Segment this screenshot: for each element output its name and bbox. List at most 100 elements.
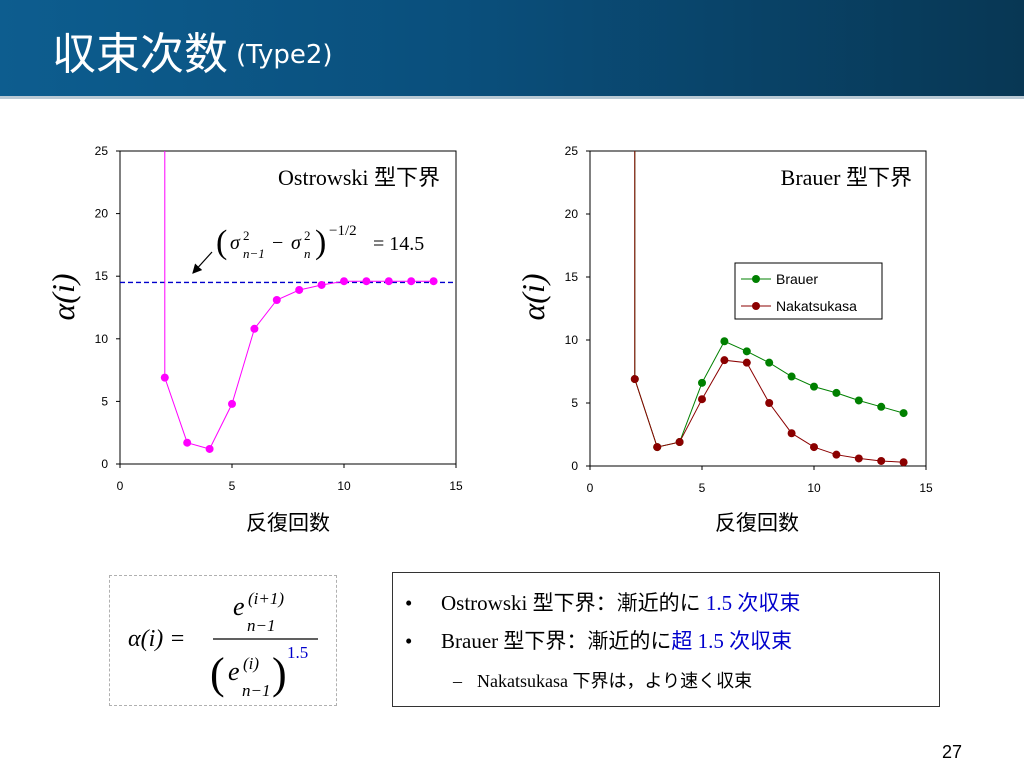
legend-marker-brauer [752, 275, 760, 283]
note-ostrowski-highlight: 1.5 次収束 [705, 591, 801, 615]
nakatsukasa-point [720, 356, 729, 365]
ostrowski-xtick-label: 0 [117, 479, 124, 493]
nakatsukasa-point [854, 454, 863, 463]
brauer-point [877, 402, 886, 411]
brauer-point [742, 347, 751, 356]
note-ostrowski: • Ostrowski 型下界：漸近的に 1.5 次収束 [405, 587, 800, 617]
nakatsukasa-point [877, 456, 886, 465]
formula-den-rparen: ) [272, 649, 287, 698]
brauer-ytick-label: 15 [565, 270, 579, 284]
ostrowski-ytick-label: 10 [95, 332, 109, 346]
ostrowski-axes: 0 5 10 15 20 25 0 5 10 15 [95, 144, 463, 493]
note-nakatsukasa: – Nakatsukasa 下界は，より速く収束 [453, 667, 752, 693]
brauer-ytick-label: 25 [565, 144, 579, 158]
ostrowski-annotation: ( σ 2 n−1 − σ 2 n ) −1/2 = 14.5 [216, 223, 424, 261]
nakatsukasa-point [810, 443, 818, 452]
brauer-ytick-label: 5 [571, 396, 578, 410]
brauer-legend: Brauer Nakatsukasa [734, 262, 883, 320]
annotation-rparen: ) [315, 224, 326, 261]
formula-exponent: 1.5 [287, 643, 308, 662]
annotation-sigma2-sub: n [304, 246, 311, 261]
nakatsukasa-point [698, 395, 706, 404]
legend-label-brauer: Brauer [776, 271, 818, 287]
brauer-chart: 0 5 10 15 20 25 0 5 10 15 Brauer 型下界 Brauer Nakat… [515, 144, 933, 535]
ostrowski-point [228, 399, 236, 408]
legend-frame [734, 262, 883, 320]
brauer-ylabel: α(i) [515, 274, 551, 321]
brauer-point [854, 396, 863, 405]
brauer-ytick-label: 0 [571, 459, 578, 473]
formula-den-lparen: ( [210, 649, 225, 698]
ostrowski-xtick-label: 10 [337, 479, 351, 493]
ostrowski-point [362, 277, 371, 286]
ostrowski-point [160, 373, 169, 382]
nakatsukasa-point [742, 358, 751, 367]
formula-num-sup: (i+1) [248, 589, 284, 608]
brauer-point [787, 372, 796, 381]
legend-marker-nakatsukasa [752, 302, 760, 310]
formula-den-e: e [228, 657, 240, 686]
brauer-point [698, 378, 706, 387]
ostrowski-point [183, 438, 192, 447]
slide-title-main: 収束次数 [52, 29, 228, 80]
nakatsukasa-point [653, 443, 662, 452]
formula-lhs: α(i) = [128, 626, 185, 652]
ostrowski-point [317, 280, 326, 289]
ostrowski-point [429, 277, 438, 286]
ostrowski-point [407, 277, 416, 286]
legend-label-nakatsukasa: Nakatsukasa [776, 298, 857, 314]
brauer-point [765, 358, 774, 367]
formula-box [109, 575, 337, 706]
brauer-xtick-label: 10 [807, 481, 821, 495]
note-brauer-text: Brauer 型下界：漸近的に [441, 629, 672, 653]
ostrowski-xlabel: 反復回数 [246, 511, 330, 535]
annotation-minus: − [272, 232, 283, 254]
ostrowski-point [250, 324, 259, 333]
brauer-point [832, 388, 841, 397]
annotation-arrow [192, 251, 213, 274]
annotation-sigma1-sup: 2 [243, 228, 250, 243]
ostrowski-xtick-label: 15 [449, 479, 463, 493]
ostrowski-point [295, 285, 304, 294]
note-brauer: • Brauer 型下界：漸近的に超 1.5 次収束 [405, 625, 792, 655]
page-number: 27 [941, 742, 962, 762]
formula-num-e: e [233, 592, 245, 621]
annotation-sigma1-sub: n−1 [243, 246, 265, 261]
formula-den-sup: (i) [243, 654, 259, 673]
slide-title: 収束次数 (Type2) [52, 18, 333, 82]
convergence-formula: α(i) = e (i+1) n−1 ( e (i) n−1 ) 1.5 [128, 589, 318, 700]
brauer-series [630, 151, 908, 467]
annotation-sigma2: σ [291, 232, 302, 254]
bullet: • [405, 591, 413, 615]
annotation-exponent: −1/2 [329, 223, 357, 239]
annotation-value: = 14.5 [373, 233, 424, 255]
ostrowski-ytick-label: 0 [101, 457, 108, 471]
annotation-sigma2-sup: 2 [304, 228, 311, 243]
nakatsukasa-point [630, 375, 639, 384]
nakatsukasa-point [899, 458, 908, 467]
formula-den-sub: n−1 [242, 681, 270, 700]
brauer-axes: 0 5 10 15 20 25 0 5 10 15 [565, 144, 933, 495]
slide-title-sub: (Type2) [236, 40, 333, 70]
brauer-point [720, 337, 729, 346]
nakatsukasa-point [832, 450, 841, 459]
nakatsukasa-point [787, 429, 796, 438]
brauer-xtick-label: 15 [919, 481, 933, 495]
ostrowski-point [272, 295, 281, 304]
brauer-ytick-label: 10 [565, 333, 579, 347]
brauer-ytick-label: 20 [565, 207, 579, 221]
nakatsukasa-point [765, 399, 774, 407]
formula-num-sub: n−1 [247, 616, 275, 635]
note-ostrowski-text: Ostrowski 型下界：漸近的に [441, 591, 706, 615]
ostrowski-xtick-label: 5 [229, 479, 236, 493]
note-nakatsukasa-text: Nakatsukasa 下界は，より速く収束 [477, 671, 753, 691]
brauer-xlabel: 反復回数 [715, 511, 799, 535]
ostrowski-ytick-label: 5 [101, 394, 108, 408]
ostrowski-series [160, 151, 438, 453]
brauer-xtick-label: 0 [587, 481, 594, 495]
nakatsukasa-point [675, 438, 684, 447]
ostrowski-ytick-label: 25 [95, 144, 109, 158]
ostrowski-point [205, 444, 214, 453]
brauer-point [810, 382, 818, 391]
